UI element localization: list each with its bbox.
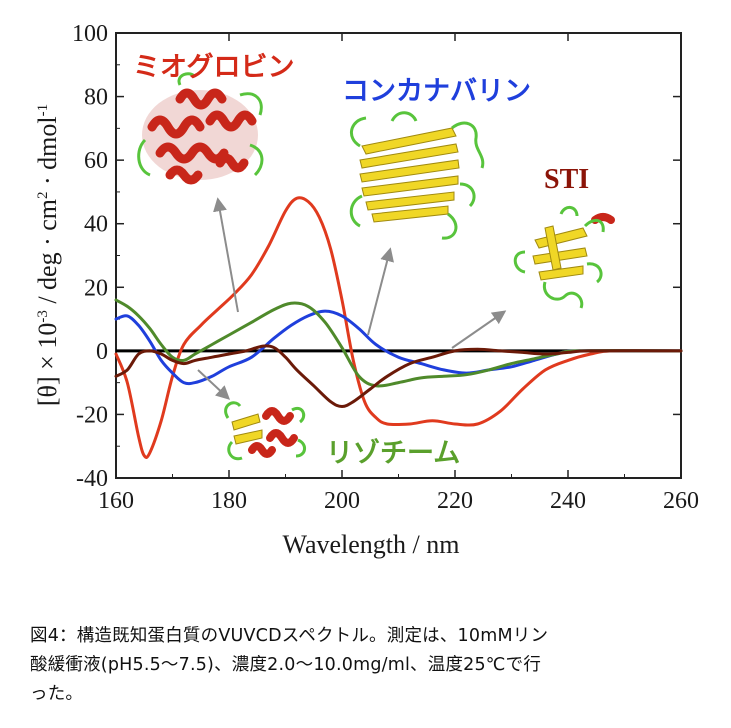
label-lysozyme: リゾチーム: [326, 438, 460, 469]
label-concanavalin: コンカナバリン: [342, 76, 531, 107]
label-myoglobin: ミオグロビン: [133, 51, 294, 83]
y-axis-title-units2: · dmol: [33, 116, 62, 191]
arrow-concanavalin: [367, 247, 394, 336]
x-axis-title: Wavelength / nm: [283, 530, 460, 559]
x-tick-label: 260: [663, 488, 699, 514]
y-tick-label: 40: [84, 212, 108, 238]
label-sti: STI: [544, 164, 589, 195]
tick-labels: 160 180 200 220 240 260 -40 -20 0 20 40 60 80 100: [72, 21, 699, 514]
axis-ticks: [115, 32, 682, 479]
cd-spectrum-chart: 160 180 200 220 240 260 -40 -20 0 20 40 60 80 100 Wav…: [33, 21, 699, 559]
y-tick-label: 0: [96, 339, 108, 365]
y-tick-label: 20: [84, 275, 108, 301]
y-axis-title-prefix: [θ] × 10: [33, 323, 62, 406]
arrow-sti: [451, 310, 507, 349]
caption-line: った。: [30, 684, 84, 704]
y-tick-label: 80: [84, 85, 108, 111]
annotation-arrows: [197, 197, 507, 400]
caption-line: 酸緩衝液(pH5.5～7.5)、濃度2.0～10.0mg/ml、温度25℃で行: [30, 655, 542, 675]
y-axis-title-dmol-exp: -1: [35, 104, 51, 117]
y-axis-title-cm-exp: 2: [35, 191, 51, 199]
series-line-myoglobin: [114, 196, 683, 459]
arrow-lysozyme: [197, 369, 231, 400]
y-axis-title-units: / deg · cm: [33, 199, 62, 310]
svg-text:[θ] × 10-3 / deg · cm2 · dmol-: [θ] × 10-3 / deg · cm2 · dmol-1: [33, 104, 62, 406]
sti-structure-image: [513, 206, 615, 309]
x-tick-label: 220: [437, 488, 473, 514]
x-tick-label: 180: [211, 488, 247, 514]
y-tick-label: -20: [76, 402, 108, 428]
x-tick-label: 200: [324, 488, 360, 514]
x-tick-label: 240: [550, 488, 586, 514]
x-tick-label: 160: [98, 488, 134, 514]
y-tick-label: -40: [76, 466, 108, 492]
y-tick-label: 100: [72, 21, 108, 47]
figure-caption: 図4：構造既知蛋白質のVUVCDスペクトル。測定は、10mMリン 酸緩衝液(pH…: [30, 622, 720, 709]
y-axis-title: [θ] × 10-3 / deg · cm2 · dmol-1: [33, 104, 62, 406]
concanavalin-structure-image: [349, 111, 485, 240]
lysozyme-structure-image: [224, 401, 306, 461]
series-line-concanavalin: [114, 309, 683, 386]
arrow-myoglobin: [213, 197, 239, 313]
series-line-lysozyme: [114, 298, 683, 388]
y-tick-label: 60: [84, 148, 108, 174]
y-axis-title-exp: -3: [35, 310, 51, 323]
series-line-sti: [114, 344, 683, 408]
caption-line: 図4：構造既知蛋白質のVUVCDスペクトル。測定は、10mMリン: [30, 626, 549, 646]
myoglobin-structure-image: [137, 72, 264, 185]
series-group: [114, 196, 683, 459]
